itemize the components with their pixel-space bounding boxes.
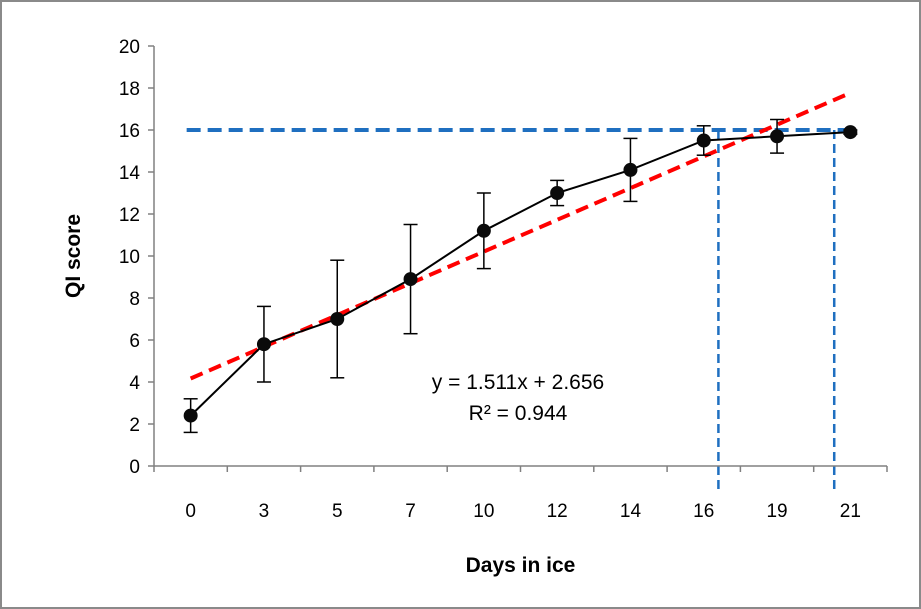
y-tick-label-18: 18: [119, 79, 140, 100]
data-point-19: [770, 129, 785, 144]
data-point-16: [696, 133, 711, 148]
y-tick-label-10: 10: [119, 247, 140, 268]
y-tick-label-6: 6: [129, 331, 140, 352]
data-point-0: [183, 408, 198, 423]
y-tick-label-20: 20: [119, 37, 140, 58]
series-line: [189, 131, 851, 417]
y-axis-title: QI score: [62, 214, 85, 298]
y-tick-label-12: 12: [119, 205, 140, 226]
x-tick-label-12: 12: [547, 501, 568, 522]
y-tick-label-14: 14: [119, 163, 141, 184]
x-tick-label-10: 10: [473, 501, 494, 522]
trendline-r2: R² = 0.944: [469, 402, 568, 425]
trendline-equation: y = 1.511x + 2.656: [432, 371, 604, 394]
data-point-12: [550, 186, 565, 200]
x-tick-label-0: 0: [185, 501, 196, 522]
x-tick-label-14: 14: [620, 501, 642, 522]
data-point-10: [476, 223, 491, 238]
y-tick-label-0: 0: [129, 457, 140, 478]
y-tick-label-4: 4: [129, 373, 140, 394]
x-tick-label-21: 21: [840, 501, 861, 522]
y-tick-label-8: 8: [129, 289, 140, 310]
data-point-21: [843, 125, 858, 140]
x-tick-label-5: 5: [332, 501, 343, 522]
data-point-14: [623, 162, 638, 177]
data-point-7: [403, 272, 418, 287]
x-axis-title: Days in ice: [466, 554, 576, 577]
x-tick-label-7: 7: [405, 501, 416, 522]
y-tick-label-2: 2: [129, 415, 140, 436]
data-point-3: [256, 337, 271, 352]
y-tick-label-16: 16: [119, 121, 140, 142]
data-point-5: [330, 312, 345, 326]
x-tick-label-16: 16: [693, 501, 714, 522]
x-tick-label-3: 3: [259, 501, 270, 522]
x-tick-label-19: 19: [766, 501, 787, 522]
